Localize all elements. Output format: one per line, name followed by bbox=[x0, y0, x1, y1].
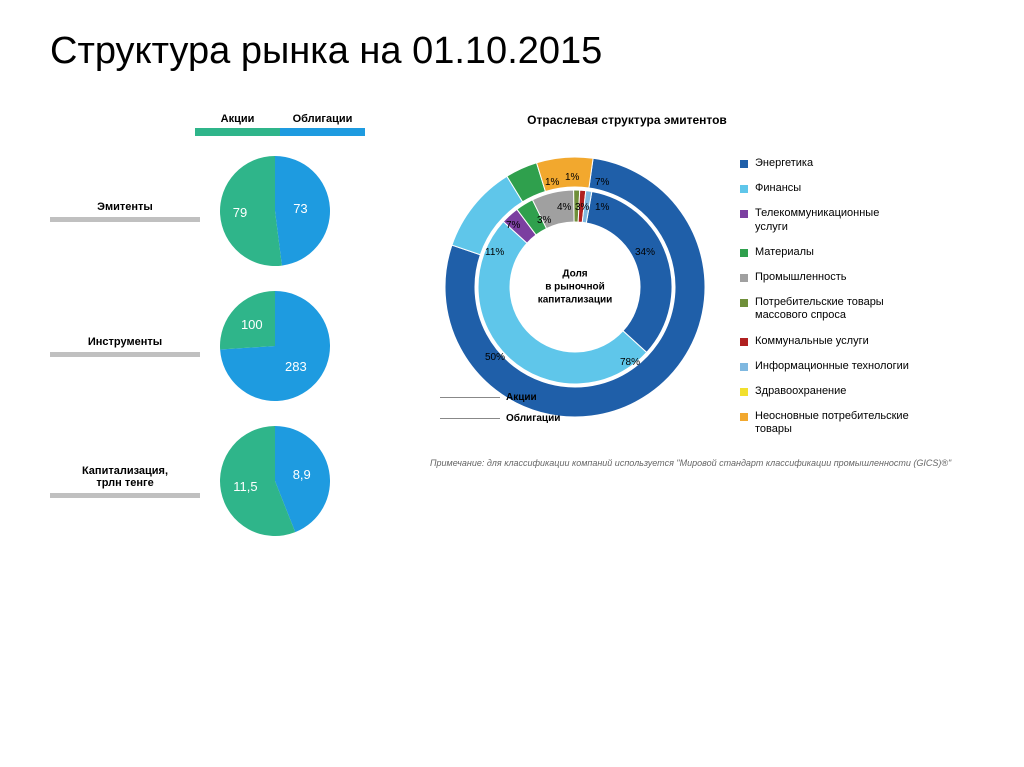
page-title: Структура рынка на 01.10.2015 bbox=[50, 30, 974, 73]
donut-pct-label: 50% bbox=[485, 352, 505, 363]
legend-item: Телекоммуникационные услуги bbox=[740, 207, 915, 233]
ring-labels: АкцииОблигации bbox=[440, 392, 560, 434]
legend-item: Материалы bbox=[740, 246, 915, 259]
legend-label: Промышленность bbox=[755, 271, 847, 284]
legend-item: Промышленность bbox=[740, 271, 915, 284]
donut-pct-label: 34% bbox=[635, 247, 655, 258]
legend-label: Финансы bbox=[755, 182, 801, 195]
donut-pct-label: 78% bbox=[620, 357, 640, 368]
donut-pct-label: 7% bbox=[595, 177, 609, 188]
legend-item: Финансы bbox=[740, 182, 915, 195]
legend-item: Потребительские товары массового спроса bbox=[740, 296, 915, 322]
legend-stocks-bar bbox=[195, 128, 280, 136]
legend-color-icon bbox=[740, 185, 748, 193]
legend-label: Здравоохранение bbox=[755, 385, 846, 398]
legend-label: Материалы bbox=[755, 246, 814, 259]
pie-chart: 283100 bbox=[220, 291, 330, 401]
donut-pct-label: 3% bbox=[537, 215, 551, 226]
legend-label: Коммунальные услуги bbox=[755, 335, 869, 348]
legend-item: Неосновные потребительские товары bbox=[740, 410, 915, 436]
legend-color-icon bbox=[740, 413, 748, 421]
legend-color-icon bbox=[740, 299, 748, 307]
right-donut-panel: Отраслевая структура эмитентов Доля в ры… bbox=[430, 113, 974, 561]
legend-stocks: Акции bbox=[195, 113, 280, 136]
pie-row-label: Инструменты bbox=[50, 336, 200, 357]
legend-bonds-bar bbox=[280, 128, 365, 136]
pie-row-label: Капитализация, трлн тенге bbox=[50, 465, 200, 498]
legend-color-icon bbox=[740, 160, 748, 168]
sector-legend: Энергетика Финансы Телекоммуникационные ус… bbox=[740, 157, 915, 448]
donut-pct-label: 4% bbox=[557, 202, 571, 213]
legend-color-icon bbox=[740, 210, 748, 218]
pie-row-label: Эмитенты bbox=[50, 201, 200, 222]
legend-color-icon bbox=[740, 363, 748, 371]
donut-pct-label: 3% bbox=[575, 202, 589, 213]
pie-row: Эмитенты 7379 bbox=[50, 156, 390, 266]
legend-label: Телекоммуникационные услуги bbox=[755, 207, 915, 233]
donut-pct-label: 11% bbox=[485, 247, 504, 258]
donut-center-text: Доля в рыночной капитализации bbox=[530, 268, 620, 307]
donut-pct-label: 1% bbox=[595, 202, 609, 213]
legend-color-icon bbox=[740, 249, 748, 257]
donut-pct-label: 1% bbox=[565, 172, 579, 183]
legend-label: Потребительские товары массового спроса bbox=[755, 296, 915, 322]
legend-color-icon bbox=[740, 338, 748, 346]
legend-label: Неосновные потребительские товары bbox=[755, 410, 915, 436]
legend-label: Информационные технологии bbox=[755, 360, 909, 373]
pie-row: Инструменты 283100 bbox=[50, 291, 390, 401]
donut-chart: Доля в рыночной капитализации 34% 78% 50% 1… bbox=[430, 142, 720, 432]
pie-chart: 8,911,5 bbox=[220, 426, 330, 536]
footnote: Примечание: для классификации компаний и… bbox=[430, 458, 974, 468]
pie-chart: 7379 bbox=[220, 156, 330, 266]
legend-item: Здравоохранение bbox=[740, 385, 915, 398]
legend-stocks-label: Акции bbox=[195, 113, 280, 125]
legend-item: Информационные технологии bbox=[740, 360, 915, 373]
donut-pct-label: 7% bbox=[506, 220, 520, 231]
legend-color-icon bbox=[740, 388, 748, 396]
donut-title: Отраслевая структура эмитентов bbox=[280, 113, 974, 127]
legend-item: Коммунальные услуги bbox=[740, 335, 915, 348]
legend-color-icon bbox=[740, 274, 748, 282]
pie-row: Капитализация, трлн тенге 8,911,5 bbox=[50, 426, 390, 536]
donut-pct-label: 1% bbox=[545, 177, 559, 188]
legend-item: Энергетика bbox=[740, 157, 915, 170]
left-charts-panel: Акции Облигации Эмитенты7379Инструменты2… bbox=[50, 113, 390, 561]
legend-label: Энергетика bbox=[755, 157, 813, 170]
